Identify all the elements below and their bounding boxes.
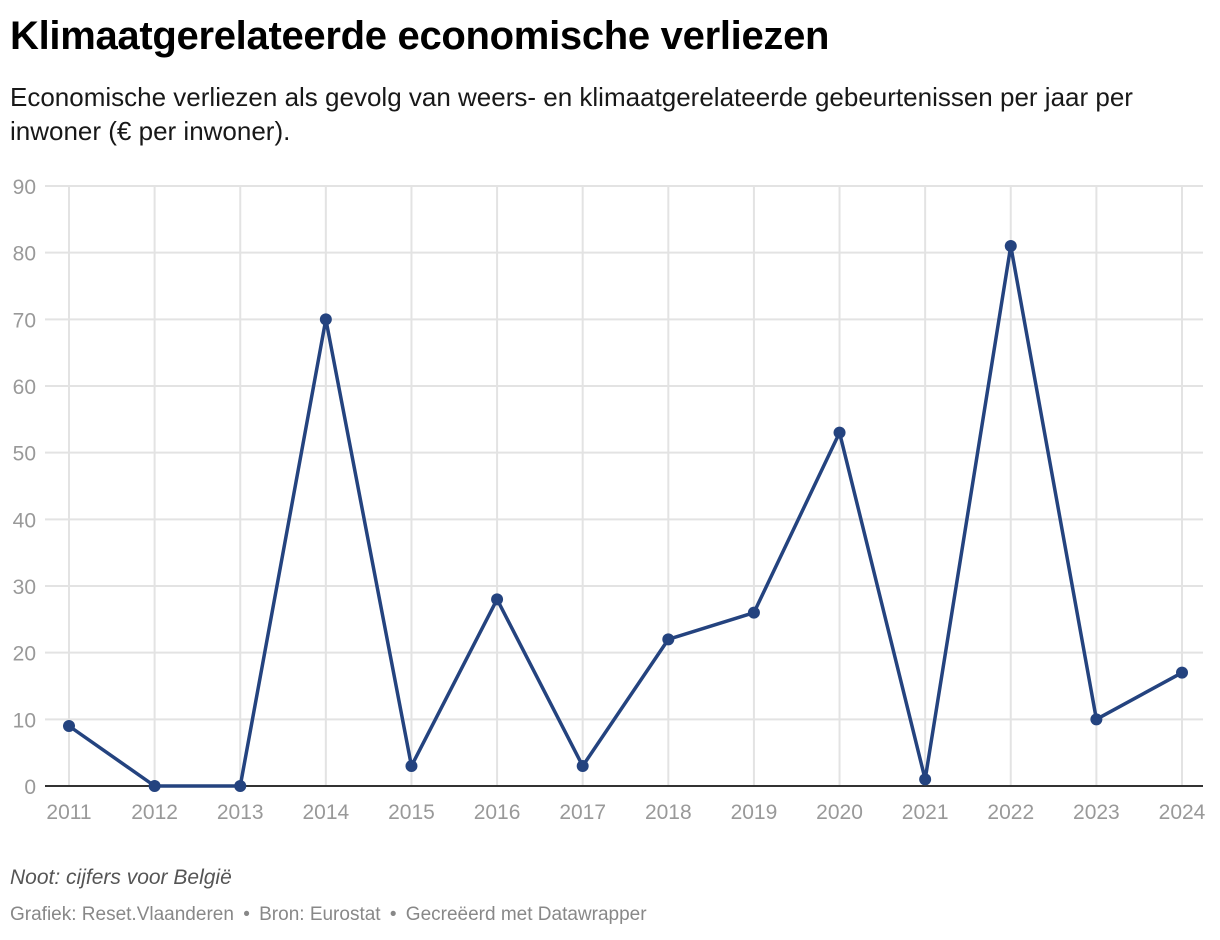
data-series xyxy=(63,240,1188,792)
credit-graphic: Grafiek: Reset.Vlaanderen xyxy=(10,904,234,925)
data-point xyxy=(405,760,418,772)
x-tick-label: 2018 xyxy=(645,801,692,824)
y-tick-label: 0 xyxy=(24,776,36,799)
y-tick-label: 20 xyxy=(13,643,36,666)
data-point xyxy=(1004,240,1017,252)
x-tick-label: 2019 xyxy=(731,801,778,824)
x-tick-label: 2015 xyxy=(388,801,435,824)
data-point xyxy=(234,780,247,792)
data-point xyxy=(919,773,932,786)
x-tick-label: 2021 xyxy=(902,801,949,824)
data-point xyxy=(491,593,504,606)
x-tick-label: 2011 xyxy=(46,801,91,824)
y-tick-label: 10 xyxy=(13,709,36,732)
data-point xyxy=(319,313,332,326)
y-tick-label: 60 xyxy=(13,376,36,399)
x-tick-label: 2016 xyxy=(474,801,521,824)
chart-title: Klimaatgerelateerde economische verlieze… xyxy=(10,14,830,58)
chart-credits: Grafiek: Reset.Vlaanderen • Bron: Eurost… xyxy=(10,904,647,926)
y-tick-label: 80 xyxy=(13,243,36,266)
data-point xyxy=(747,606,760,619)
y-tick-label: 70 xyxy=(13,309,36,332)
y-tick-label: 30 xyxy=(13,576,36,599)
data-point xyxy=(1176,666,1188,679)
x-tick-label: 2012 xyxy=(131,801,178,824)
y-tick-label: 90 xyxy=(13,176,36,199)
data-point xyxy=(63,720,75,732)
x-tick-label: 2014 xyxy=(302,801,349,824)
y-axis-tick-labels: 0 10 20 30 40 50 60 70 80 90 xyxy=(13,176,36,799)
x-tick-label: 2020 xyxy=(816,801,863,824)
credit-source: Bron: Eurostat xyxy=(259,904,381,925)
x-tick-label: 2017 xyxy=(559,801,606,824)
chart-note: Noot: cijfers voor België xyxy=(10,866,232,889)
series-line xyxy=(67,244,1184,788)
x-tick-label: 2022 xyxy=(987,801,1034,824)
chart-subtitle: Economische verliezen als gevolg van wee… xyxy=(10,82,1133,146)
data-point xyxy=(148,780,161,792)
y-tick-label: 40 xyxy=(13,509,36,532)
credit-separator: • xyxy=(243,904,250,925)
credit-separator: • xyxy=(389,904,397,925)
x-tick-label: 2023 xyxy=(1073,801,1120,824)
gridlines xyxy=(45,185,1203,786)
data-point xyxy=(1090,713,1103,726)
line-chart: 0 10 20 30 40 50 60 70 80 90 2011 2012 2013 2014 2015… xyxy=(13,176,1206,824)
x-tick-label: 2024 xyxy=(1159,801,1206,824)
y-tick-label: 50 xyxy=(13,443,36,466)
x-axis-tick-labels: 2011 2012 2013 2014 2015 2016 2017 2018 2019 2020… xyxy=(46,801,1205,824)
x-tick-label: 2013 xyxy=(217,801,264,824)
data-point xyxy=(662,633,675,646)
data-point xyxy=(833,426,846,439)
data-point xyxy=(576,760,589,772)
credit-made-with: Gecreëerd met Datawrapper xyxy=(405,904,647,925)
